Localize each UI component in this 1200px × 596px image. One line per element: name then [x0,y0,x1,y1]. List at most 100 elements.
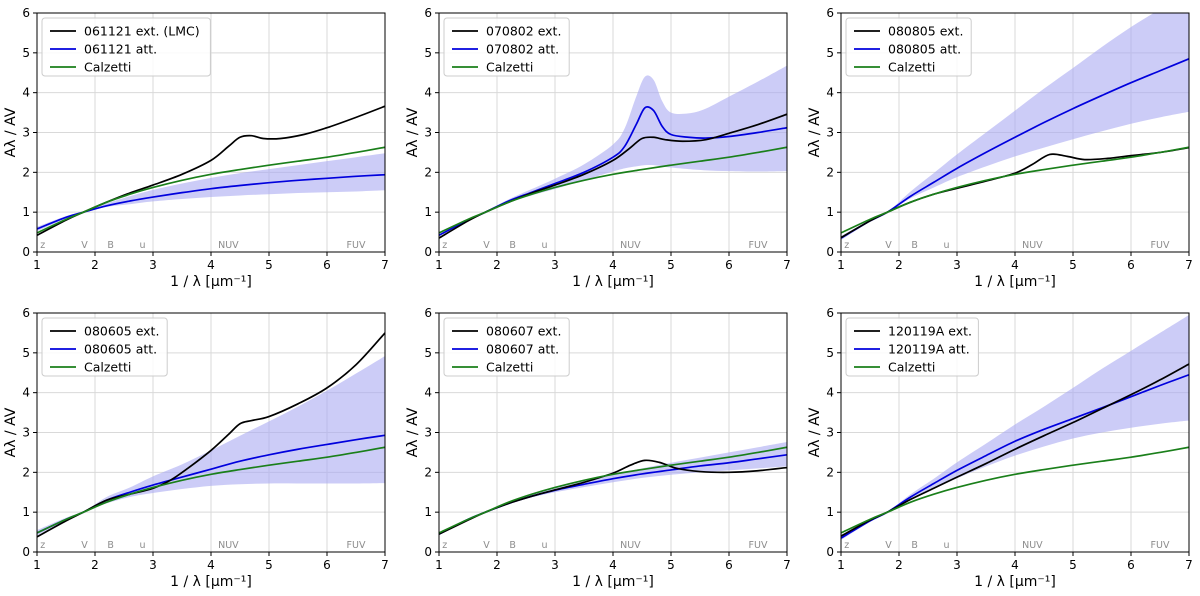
legend-label-calzetti: Calzetti [486,60,533,75]
x-tick-label: 1 [435,258,443,272]
y-tick-label: 5 [826,46,834,60]
band-label-nuv: NUV [620,540,641,551]
legend: 080607 ext. 080607 att. Calzetti [443,317,570,377]
band-label-b: B [509,540,516,551]
y-tick-label: 3 [424,426,432,440]
y-tick-label: 1 [826,205,834,219]
legend-box [443,17,570,77]
y-tick-label: 6 [22,6,30,20]
x-tick-label: 5 [1069,558,1077,572]
x-tick-label: 4 [207,558,215,572]
y-tick-label: 0 [424,245,432,259]
band-label-u: u [944,540,950,551]
x-tick-label: 7 [1185,258,1193,272]
band-label-nuv: NUV [620,240,641,251]
band-label-fuv: FUV [347,540,366,551]
x-tick-label: 4 [609,558,617,572]
legend: 080805 ext. 080805 att. Calzetti [845,17,972,77]
calzetti-line [841,446,1189,534]
x-tick-label: 6 [725,258,733,272]
x-tick-label: 2 [91,258,99,272]
x-axis-label: 1 / λ [μm⁻¹] [572,574,654,590]
calzetti-line [37,146,385,234]
x-tick-label: 3 [551,258,559,272]
x-tick-label: 2 [493,558,501,572]
band-label-b: B [911,240,918,251]
y-tick-label: 5 [22,346,30,360]
band-label-u: u [542,540,548,551]
y-tick-label: 6 [22,306,30,320]
attenuation-uncertainty-band [841,13,1189,241]
legend-label-attenuation: 080607 att. [486,342,559,357]
x-tick-label: 3 [149,558,157,572]
y-axis-label: Aλ / AV [807,107,823,157]
x-tick-label: 7 [1185,558,1193,572]
band-label-fuv: FUV [1151,540,1170,551]
x-axis-label: 1 / λ [μm⁻¹] [974,574,1056,590]
y-tick-label: 5 [424,46,432,60]
band-label-v: V [483,540,490,551]
legend-box [443,317,570,377]
x-axis-label: 1 / λ [μm⁻¹] [170,574,252,590]
y-axis-label: Aλ / AV [807,407,823,457]
y-tick-label: 2 [424,465,432,479]
band-label-u: u [140,240,146,251]
y-tick-label: 2 [22,465,30,479]
band-label-z: z [40,540,45,551]
calzetti-line [439,146,787,234]
x-tick-label: 1 [837,258,845,272]
x-tick-label: 6 [1127,258,1135,272]
band-label-fuv: FUV [749,540,768,551]
y-tick-label: 0 [826,245,834,259]
attenuation-uncertainty-band [37,153,385,232]
y-tick-label: 0 [826,545,834,559]
y-tick-label: 2 [424,165,432,179]
x-axis-label: 1 / λ [μm⁻¹] [974,274,1056,290]
x-tick-label: 7 [381,558,389,572]
legend-label-attenuation: 080805 att. [888,42,961,57]
band-label-u: u [542,240,548,251]
plot-area [841,13,1189,241]
y-tick-label: 1 [826,505,834,519]
attenuation-uncertainty-band [841,314,1189,541]
x-tick-label: 7 [381,258,389,272]
x-tick-label: 6 [323,558,331,572]
x-tick-label: 1 [33,558,41,572]
y-tick-label: 5 [22,46,30,60]
x-tick-label: 3 [953,558,961,572]
attenuation-line [439,105,787,237]
y-tick-label: 6 [826,6,834,20]
band-label-fuv: FUV [1151,240,1170,251]
band-label-z: z [442,540,447,551]
calzetti-line [439,446,787,534]
x-tick-label: 4 [1011,258,1019,272]
band-label-b: B [107,240,114,251]
x-tick-label: 5 [265,258,273,272]
x-axis-label: 1 / λ [μm⁻¹] [572,274,654,290]
plot-area [841,314,1189,541]
y-tick-label: 2 [826,165,834,179]
band-label-nuv: NUV [1022,540,1043,551]
band-label-v: V [885,540,892,551]
legend-label-extinction: 061121 ext. (LMC) [84,24,200,39]
legend-label-attenuation: 080605 att. [84,342,157,357]
legend: 070802 ext. 070802 att. Calzetti [443,17,570,77]
band-label-z: z [40,240,45,251]
y-tick-label: 3 [424,126,432,140]
x-tick-label: 3 [953,258,961,272]
legend: 061121 ext. (LMC) 061121 att. Calzetti [41,17,211,77]
band-label-v: V [885,240,892,251]
band-label-fuv: FUV [749,240,768,251]
y-tick-label: 0 [22,245,30,259]
x-axis-label: 1 / λ [μm⁻¹] [170,274,252,290]
y-tick-label: 4 [22,86,30,100]
band-label-nuv: NUV [1022,240,1043,251]
x-tick-label: 6 [725,558,733,572]
x-tick-label: 5 [667,258,675,272]
